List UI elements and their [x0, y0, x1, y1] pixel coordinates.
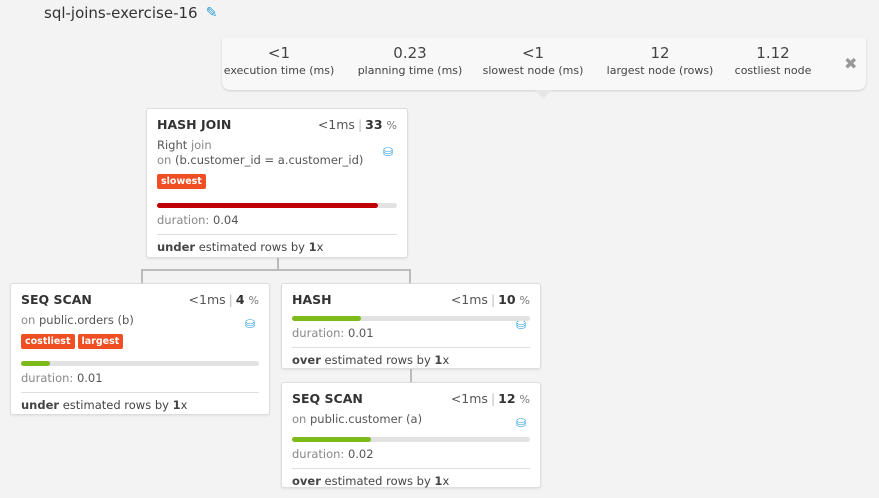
- join-condition: (b.customer_id = a.customer_id): [174, 153, 364, 167]
- connector: [277, 258, 279, 270]
- node-percent: 33: [365, 117, 383, 132]
- connector: [409, 269, 411, 283]
- percent-sign: %: [519, 294, 530, 307]
- stat-value: 0.23: [393, 44, 427, 62]
- on-label: on: [157, 153, 172, 167]
- estimate-factor: 1: [308, 240, 317, 254]
- costliest-badge: costliest: [21, 334, 75, 349]
- stat-label: execution time (ms): [223, 64, 335, 77]
- stat-label: slowest node (ms): [482, 64, 584, 77]
- connector: [141, 269, 143, 283]
- duration-value: 0.04: [212, 213, 239, 227]
- stat-value: <1: [521, 44, 545, 62]
- page-title: sql-joins-exercise-16 ✎: [44, 4, 217, 22]
- duration-fill: [292, 316, 362, 321]
- stat-label: costliest node: [734, 64, 812, 77]
- relation-name: public.customer (a): [309, 412, 423, 426]
- stat-costliest-node: 1.12 costliest node: [735, 44, 812, 77]
- stat-slowest-node: <1 slowest node (ms): [483, 44, 584, 77]
- join-type: Right: [157, 138, 188, 152]
- duration-label: duration:: [21, 371, 74, 385]
- duration-bar: [157, 203, 397, 208]
- slowest-badge: slowest: [157, 174, 206, 189]
- node-time: <1ms: [450, 391, 488, 406]
- close-icon[interactable]: ✖: [844, 54, 858, 73]
- duration-bar: [21, 361, 259, 366]
- database-icon: ⛁: [515, 416, 526, 430]
- percent-sign: %: [519, 393, 530, 406]
- estimate-direction: under: [157, 240, 196, 254]
- stat-value: 1.12: [756, 44, 790, 62]
- stat-value: 12: [650, 44, 670, 62]
- database-icon: ⛁: [244, 317, 255, 331]
- stat-largest-node: 12 largest node (rows): [607, 44, 714, 77]
- node-seq-scan-customer[interactable]: SEQ SCAN <1ms | 12 % ⛁ on public.customer (…: [281, 382, 541, 488]
- stat-execution-time: <1 execution time (ms): [224, 44, 334, 77]
- duration-fill: [292, 437, 371, 442]
- node-time: <1ms: [317, 117, 355, 132]
- on-label: on: [292, 412, 307, 426]
- stat-label: largest node (rows): [606, 64, 714, 77]
- database-icon: ⛁: [515, 318, 526, 332]
- pencil-icon[interactable]: ✎: [205, 5, 218, 21]
- title-text: sql-joins-exercise-16: [44, 4, 198, 22]
- duration-label: duration:: [292, 326, 345, 340]
- node-percent: 4: [235, 292, 245, 307]
- duration-value: 0.01: [76, 371, 103, 385]
- estimate-x: x: [442, 474, 450, 488]
- duration-bar: [292, 316, 530, 321]
- estimate-text: estimated rows by: [324, 474, 431, 488]
- duration-bar: [292, 437, 530, 442]
- duration-value: 0.01: [347, 326, 374, 340]
- node-title: SEQ SCAN: [292, 391, 363, 406]
- connector: [142, 269, 411, 271]
- connector: [410, 369, 412, 382]
- estimate-factor: 1: [434, 353, 443, 367]
- node-time: <1ms: [450, 292, 488, 307]
- duration-label: duration:: [292, 447, 345, 461]
- database-icon: ⛁: [382, 145, 393, 159]
- estimate-factor: 1: [172, 398, 181, 412]
- estimate-x: x: [442, 353, 450, 367]
- stat-planning-time: 0.23 planning time (ms): [358, 44, 463, 77]
- percent-sign: %: [248, 294, 259, 307]
- largest-badge: largest: [77, 334, 124, 349]
- duration-label: duration:: [157, 213, 210, 227]
- on-label: on: [21, 313, 36, 327]
- node-hash[interactable]: HASH <1ms | 10 % ⛁ duration: 0.01 over esti…: [281, 283, 541, 369]
- node-title: HASH JOIN: [157, 117, 232, 132]
- estimate-x: x: [180, 398, 188, 412]
- stats-pointer: [535, 90, 551, 99]
- node-title: HASH: [292, 292, 332, 307]
- stat-value: <1: [267, 44, 291, 62]
- duration-value: 0.02: [347, 447, 374, 461]
- estimate-factor: 1: [434, 474, 443, 488]
- duration-fill: [21, 361, 50, 366]
- estimate-text: estimated rows by: [198, 240, 305, 254]
- node-seq-scan-orders[interactable]: SEQ SCAN <1ms | 4 % ⛁ on public.orders (b) …: [10, 283, 270, 415]
- node-time: <1ms: [188, 292, 226, 307]
- node-percent: 10: [498, 292, 516, 307]
- duration-fill: [157, 203, 378, 208]
- node-percent: 12: [498, 391, 516, 406]
- node-title: SEQ SCAN: [21, 292, 92, 307]
- estimate-text: estimated rows by: [324, 353, 431, 367]
- stat-label: planning time (ms): [357, 64, 463, 77]
- join-label: join: [190, 138, 212, 152]
- estimate-direction: over: [292, 474, 321, 488]
- estimate-direction: over: [292, 353, 321, 367]
- estimate-direction: under: [21, 398, 60, 412]
- estimate-x: x: [316, 240, 324, 254]
- estimate-text: estimated rows by: [62, 398, 169, 412]
- node-hash-join[interactable]: HASH JOIN <1ms | 33 % ⛁ Right join on (b.cus…: [146, 108, 408, 258]
- relation-name: public.orders (b): [38, 313, 134, 327]
- stats-panel: <1 execution time (ms) 0.23 planning time …: [222, 38, 866, 90]
- percent-sign: %: [386, 119, 397, 132]
